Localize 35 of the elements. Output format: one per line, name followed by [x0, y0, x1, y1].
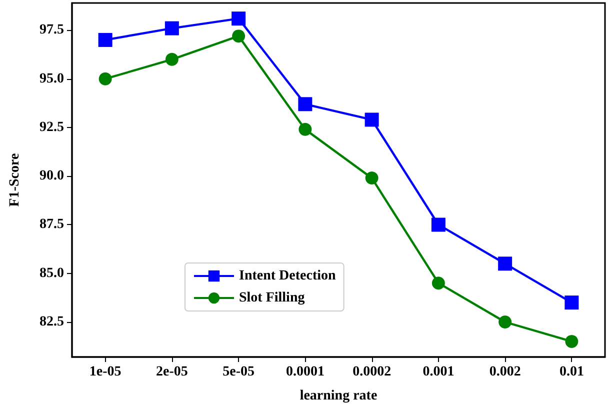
point — [164, 21, 179, 36]
point — [565, 334, 578, 348]
y-tick-label: 95.0 — [40, 71, 64, 86]
point — [98, 32, 112, 47]
y-tick-label: 85.0 — [40, 266, 64, 281]
point — [498, 315, 512, 328]
point — [165, 52, 178, 66]
point — [564, 296, 579, 310]
point — [432, 276, 445, 290]
x-tick-label: 0.002 — [489, 364, 521, 380]
x-tick-label: 0.0001 — [286, 364, 324, 380]
legend-label: Slot Filling — [239, 290, 305, 306]
legend-label: Intent Detection — [239, 268, 336, 284]
point — [364, 112, 379, 127]
x-tick-label: 0.01 — [559, 364, 584, 380]
y-tick-label: 87.5 — [40, 217, 64, 232]
x-axis-title: learning rate — [300, 388, 378, 404]
x-tick-label: 0.001 — [422, 364, 454, 380]
x-tick-label: 2e-05 — [156, 364, 188, 380]
point — [498, 256, 512, 271]
y-tick-label: 90.0 — [40, 168, 64, 184]
x-tick-label: 5e-05 — [222, 364, 255, 380]
point — [431, 218, 446, 232]
y-tick-label: 97.5 — [40, 22, 64, 38]
y-tick-label: 92.5 — [40, 120, 64, 135]
y-tick-label: 82.5 — [40, 314, 64, 330]
x-tick-label: 1e-05 — [89, 364, 122, 380]
y-axis-title: F1-Score — [8, 153, 22, 207]
point — [232, 12, 246, 26]
point — [365, 172, 378, 185]
point — [298, 122, 312, 136]
point — [298, 97, 312, 112]
point — [98, 72, 112, 86]
point — [232, 30, 246, 43]
x-tick-label: 0.0002 — [352, 364, 392, 380]
